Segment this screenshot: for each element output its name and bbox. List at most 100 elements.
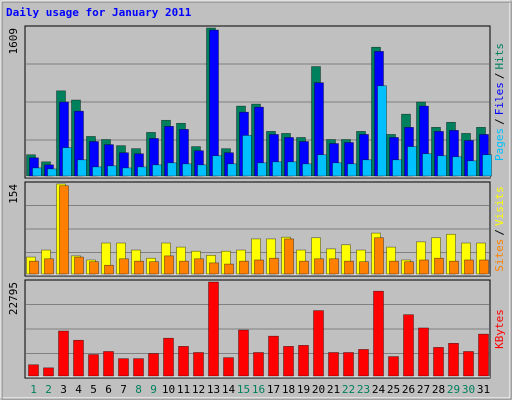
bar: [328, 352, 339, 377]
bar: [377, 85, 387, 177]
bar: [92, 166, 102, 177]
bar: [104, 264, 114, 275]
legend: KBytes: [493, 309, 506, 349]
bar: [208, 281, 219, 377]
bar: [418, 327, 429, 377]
x-tick-label: 29: [447, 383, 460, 396]
bar: [407, 146, 417, 177]
bar: [73, 339, 84, 377]
x-tick-label: 4: [75, 383, 82, 396]
bar: [392, 159, 402, 177]
bar: [32, 167, 42, 177]
bar: [463, 351, 474, 377]
bar: [449, 260, 459, 275]
bar: [74, 256, 84, 275]
bar: [434, 257, 444, 275]
bar: [28, 364, 39, 377]
x-tick-label: 13: [207, 383, 220, 396]
bar: [403, 314, 414, 377]
bar: [182, 163, 192, 177]
x-tick-label: 21: [327, 383, 340, 396]
x-tick-label: 18: [282, 383, 295, 396]
legend-entry: Hits: [493, 43, 506, 70]
bar: [374, 237, 384, 275]
bar: [284, 238, 294, 275]
bar: [47, 168, 57, 177]
bar: [227, 163, 237, 177]
bar: [122, 167, 132, 177]
x-tick-label: 17: [267, 383, 280, 396]
bar: [464, 259, 474, 275]
bar: [257, 162, 267, 177]
bar: [362, 159, 372, 177]
x-tick-label: 25: [387, 383, 400, 396]
x-tick-label: 27: [417, 383, 430, 396]
x-tick-label: 11: [177, 383, 190, 396]
bar: [422, 153, 432, 177]
x-tick-label: 16: [252, 383, 265, 396]
bar: [89, 261, 99, 275]
x-tick-label: 3: [60, 383, 67, 396]
x-tick-label: 2: [45, 383, 52, 396]
legend: Pages / Files / Hits: [493, 43, 506, 161]
bar: [134, 260, 144, 275]
bar: [239, 260, 249, 275]
x-tick-label: 19: [297, 383, 310, 396]
x-tick-label: 31: [477, 383, 490, 396]
bar: [163, 337, 174, 377]
bar: [302, 163, 312, 177]
bar: [152, 164, 162, 177]
x-tick-label: 30: [462, 383, 475, 396]
bar: [373, 290, 384, 377]
bar: [62, 147, 72, 177]
bar: [272, 161, 282, 177]
bar: [268, 335, 279, 377]
bar: [209, 262, 219, 275]
bar: [209, 29, 219, 177]
bar: [197, 164, 207, 177]
bar: [404, 261, 414, 275]
bar: [59, 185, 69, 275]
bar: [482, 154, 492, 177]
bar: [194, 258, 204, 275]
bar: [269, 257, 279, 275]
x-tick-label: 6: [105, 383, 112, 396]
bar: [223, 357, 234, 377]
legend-separator: /: [493, 118, 506, 125]
bar: [313, 310, 324, 377]
legend-separator: /: [493, 73, 506, 80]
bar: [149, 261, 159, 275]
x-tick-label: 28: [432, 383, 445, 396]
bar: [253, 352, 264, 377]
bar: [314, 258, 324, 275]
bar: [193, 352, 204, 377]
bar: [133, 358, 144, 377]
bar: [238, 329, 249, 377]
legend-entry: Sites: [493, 239, 506, 272]
bar: [137, 166, 147, 177]
x-tick-label: 22: [342, 383, 355, 396]
y-tick-label: 1609: [7, 28, 20, 55]
bar: [479, 259, 489, 275]
bar: [389, 260, 399, 275]
x-tick-label: 26: [402, 383, 415, 396]
bar: [88, 354, 99, 377]
bar: [478, 333, 489, 377]
bar: [317, 154, 327, 177]
bar: [103, 351, 114, 377]
bar: [224, 263, 234, 275]
x-tick-label: 10: [162, 383, 175, 396]
bar: [44, 258, 54, 275]
x-tick-label: 12: [192, 383, 205, 396]
bar: [452, 156, 462, 177]
bar: [287, 161, 297, 177]
y-tick-label: 154: [7, 184, 20, 204]
legend-entry: Pages: [493, 128, 506, 161]
bar: [359, 261, 369, 275]
x-tick-label: 24: [372, 383, 386, 396]
bar: [283, 346, 294, 377]
legend-entry: KBytes: [493, 309, 506, 349]
bar: [419, 259, 429, 275]
